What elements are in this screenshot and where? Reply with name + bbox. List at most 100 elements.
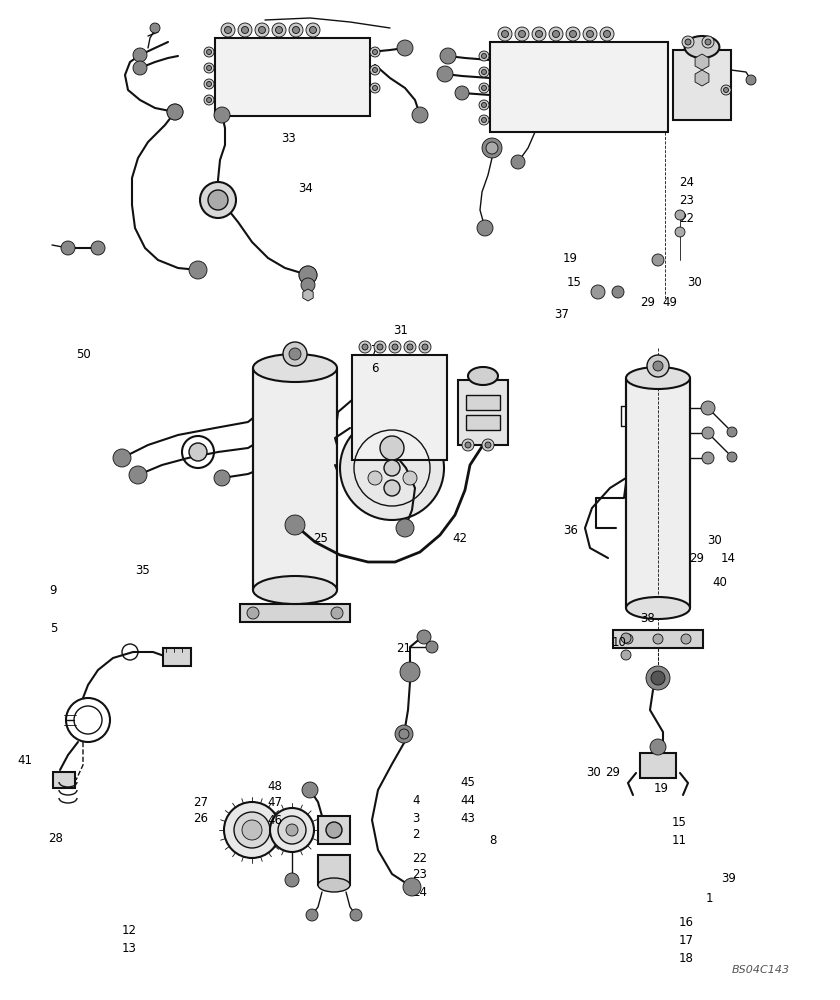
Text: 1: 1 [706, 892, 713, 904]
Circle shape [412, 107, 428, 123]
Text: 9: 9 [50, 584, 57, 596]
Text: 44: 44 [460, 794, 475, 806]
Circle shape [705, 39, 711, 45]
Circle shape [380, 436, 404, 460]
Ellipse shape [626, 367, 690, 389]
Circle shape [651, 671, 665, 685]
Bar [318, 855, 350, 885]
Circle shape [481, 70, 486, 75]
Circle shape [653, 634, 663, 644]
Text: 25: 25 [312, 532, 328, 544]
Circle shape [518, 30, 526, 37]
Circle shape [455, 86, 469, 100]
Circle shape [440, 48, 456, 64]
Circle shape [224, 802, 280, 858]
Circle shape [362, 344, 368, 350]
Circle shape [702, 452, 714, 464]
Circle shape [653, 361, 663, 371]
Text: 43: 43 [460, 812, 475, 824]
Text: 21: 21 [396, 642, 412, 654]
Circle shape [150, 23, 160, 33]
Text: 49: 49 [662, 296, 677, 308]
Ellipse shape [318, 878, 350, 892]
Circle shape [302, 782, 318, 798]
Circle shape [189, 443, 207, 461]
Circle shape [370, 83, 380, 93]
Text: 38: 38 [640, 611, 655, 624]
Circle shape [214, 107, 230, 123]
Circle shape [479, 100, 489, 110]
Circle shape [477, 220, 493, 236]
Circle shape [481, 103, 486, 107]
Circle shape [384, 460, 400, 476]
Circle shape [113, 449, 131, 467]
Circle shape [204, 63, 214, 73]
Circle shape [553, 30, 559, 37]
Circle shape [370, 65, 380, 75]
Text: 2: 2 [412, 828, 420, 842]
Text: 29: 29 [640, 296, 655, 308]
Circle shape [685, 39, 691, 45]
Text: 47: 47 [267, 796, 282, 810]
Circle shape [417, 630, 431, 644]
Text: 23: 23 [412, 868, 427, 882]
Circle shape [652, 254, 664, 266]
Circle shape [675, 210, 685, 220]
Text: 8: 8 [489, 834, 496, 846]
Text: 22: 22 [679, 212, 694, 225]
Circle shape [621, 650, 631, 660]
Circle shape [255, 23, 269, 37]
Circle shape [399, 729, 409, 739]
Circle shape [204, 95, 214, 105]
Circle shape [340, 416, 444, 520]
Text: 30: 30 [707, 534, 722, 546]
Polygon shape [695, 70, 709, 86]
Circle shape [566, 27, 580, 41]
Text: 31: 31 [393, 324, 408, 336]
Text: 39: 39 [721, 871, 736, 884]
Circle shape [61, 241, 75, 255]
Circle shape [372, 68, 377, 73]
Circle shape [276, 26, 282, 33]
Circle shape [372, 49, 377, 54]
Bar [626, 378, 690, 608]
Circle shape [532, 27, 546, 41]
Circle shape [270, 808, 314, 852]
Circle shape [372, 86, 377, 91]
Circle shape [207, 98, 212, 103]
Circle shape [501, 30, 508, 37]
Circle shape [481, 117, 486, 122]
Text: 19: 19 [654, 782, 669, 794]
Circle shape [479, 115, 489, 125]
Circle shape [612, 286, 624, 298]
Circle shape [91, 241, 105, 255]
Text: 19: 19 [563, 251, 578, 264]
Text: 3: 3 [412, 812, 420, 824]
Circle shape [723, 88, 728, 93]
Circle shape [426, 641, 438, 653]
Circle shape [234, 812, 270, 848]
Circle shape [286, 824, 298, 836]
Text: 41: 41 [17, 754, 32, 766]
Text: 22: 22 [412, 852, 427, 864]
Bar [490, 42, 668, 132]
Text: BS04C143: BS04C143 [732, 965, 790, 975]
Circle shape [721, 85, 731, 95]
Circle shape [292, 26, 300, 33]
Circle shape [621, 633, 631, 643]
Text: 30: 30 [687, 275, 702, 288]
Text: 26: 26 [193, 812, 208, 824]
Circle shape [289, 23, 303, 37]
Circle shape [482, 439, 494, 451]
Circle shape [600, 27, 614, 41]
Circle shape [485, 442, 491, 448]
Circle shape [407, 344, 413, 350]
Text: 42: 42 [452, 532, 467, 544]
Text: 5: 5 [50, 621, 57, 635]
Circle shape [207, 66, 212, 70]
Circle shape [368, 471, 382, 485]
Circle shape [536, 30, 543, 37]
Text: 29: 29 [689, 552, 704, 564]
Text: 11: 11 [672, 834, 687, 846]
Circle shape [306, 909, 318, 921]
